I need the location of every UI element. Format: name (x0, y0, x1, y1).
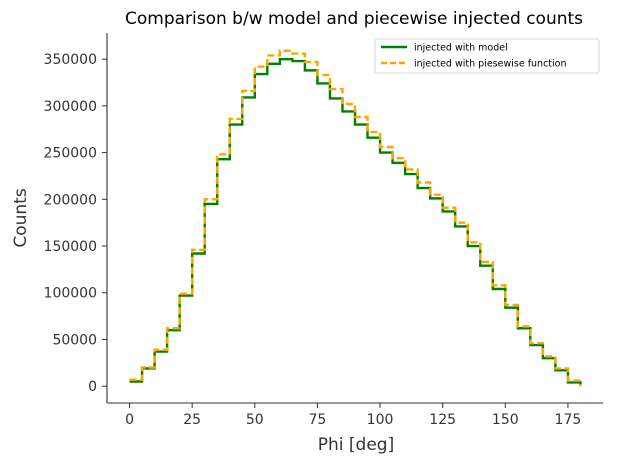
legend-label-model: injected with model (414, 43, 508, 54)
x-tick-label: 175 (555, 412, 582, 428)
legend-frame (374, 38, 600, 74)
y-tick-label: 150000 (44, 239, 97, 255)
y-tick-label: 50000 (52, 332, 97, 348)
series-line-piecewise (129, 49, 582, 387)
x-tick-label: 25 (183, 412, 201, 428)
plot-series-group (129, 49, 582, 387)
legend-label-piecewise: injected with piesewise function (414, 59, 567, 70)
y-tick-label: 100000 (44, 286, 97, 302)
x-tick-label: 100 (367, 412, 394, 428)
chart-title: Comparison b/w model and piecewise injec… (125, 9, 583, 29)
y-tick-label: 200000 (44, 192, 97, 208)
y-tick-label: 300000 (44, 99, 97, 115)
legend: injected with model injected with piesew… (374, 38, 600, 74)
y-tick-label: 250000 (44, 146, 97, 162)
x-tick-label: 150 (492, 412, 519, 428)
x-tick-label: 75 (309, 412, 327, 428)
y-axis-label: Counts (11, 188, 31, 247)
y-tick-label: 350000 (44, 52, 97, 68)
series-line-model (129, 57, 582, 387)
x-tick-label: 125 (429, 412, 456, 428)
x-ticks-group: 0 25 50 75 100 125 150 175 (125, 403, 581, 428)
y-tick-label: 0 (88, 379, 97, 395)
x-tick-label: 50 (246, 412, 264, 428)
x-axis-label: Phi [deg] (318, 435, 394, 455)
x-tick-label: 0 (125, 412, 134, 428)
y-ticks-group: 0 50000 100000 150000 200000 250000 300000 3500… (44, 52, 107, 395)
